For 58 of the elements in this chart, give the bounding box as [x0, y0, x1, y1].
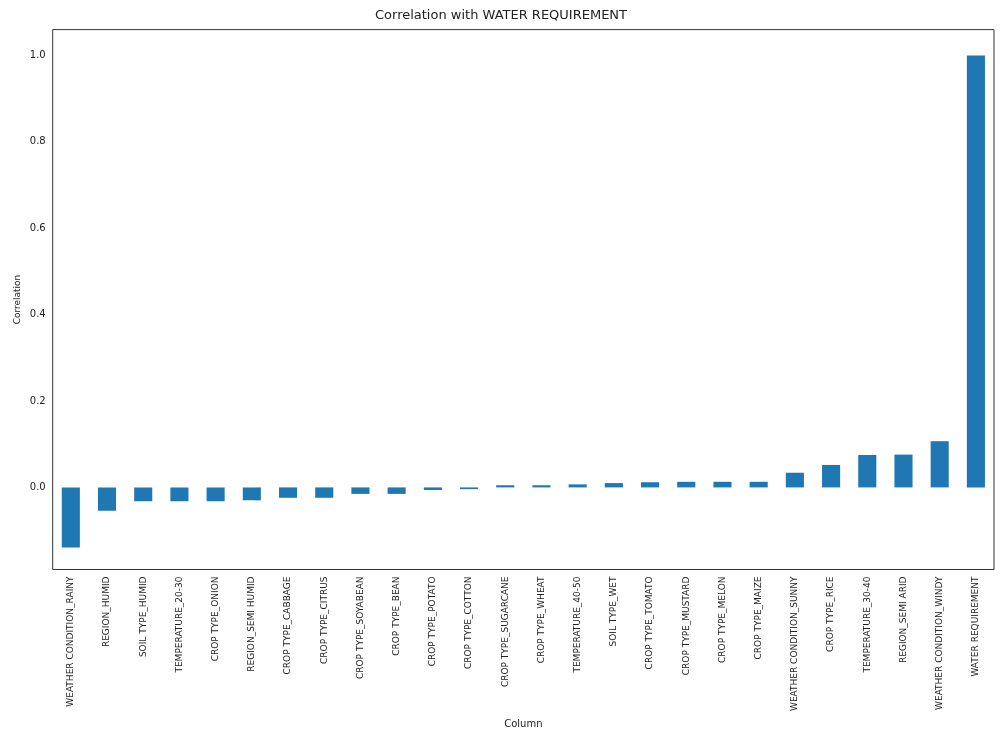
y-axis-title: Correlation — [11, 274, 22, 325]
bar — [568, 484, 587, 488]
bar — [496, 485, 515, 488]
x-tick-label: REGION_HUMID — [101, 576, 112, 648]
bar — [822, 464, 841, 488]
bar — [930, 441, 949, 488]
bar — [315, 487, 334, 498]
x-tick-label: TEMPERATURE_30-40 — [861, 576, 872, 674]
x-tick-label: CROP TYPE_CITRUS — [318, 576, 329, 664]
x-tick-label: WEATHER CONDITION_RAINY — [65, 575, 76, 707]
x-tick-label: CROP TYPE_SOYABEAN — [354, 576, 365, 680]
x-tick-label: CROP TYPE_SUGARCANE — [499, 576, 510, 688]
bar — [242, 487, 261, 501]
x-tick-label: CROP TYPE_CABBAGE — [282, 576, 293, 675]
x-tick-label: TEMPERATURE_40-50 — [572, 576, 582, 674]
x-tick-label: CROP TYPE_POTATO — [427, 576, 438, 667]
x-tick-label: CROP TYPE_ONION — [209, 576, 220, 662]
x-tick-label: CROP TYPE_COTTON — [463, 576, 474, 670]
bar — [170, 487, 189, 502]
y-tick-label: 0.0 — [29, 481, 46, 493]
y-tick-label: 0.2 — [29, 394, 46, 406]
bar — [858, 455, 877, 488]
x-tick-label: CROP TYPE_RICE — [825, 576, 836, 652]
bar — [351, 487, 370, 494]
y-tick-label: 1.0 — [29, 49, 46, 61]
x-axis-title: Column — [504, 717, 543, 729]
x-tick-label: TEMPERATURE_20-30 — [173, 576, 184, 674]
y-tick-label: 0.6 — [29, 221, 46, 233]
bar — [532, 485, 551, 488]
x-tick-label: CROP TYPE_BEAN — [390, 576, 401, 656]
x-tick-label: WATER REQUIREMENT — [970, 575, 981, 677]
bar — [206, 487, 225, 502]
x-tick-label: WEATHER CONDITION_WINDY — [934, 575, 945, 710]
bar — [966, 55, 985, 488]
x-tick-label: REGION_SEMI ARID — [897, 576, 908, 664]
x-tick-label: CROP TYPE_WHEAT — [535, 575, 546, 664]
bar — [61, 487, 80, 548]
bar — [134, 487, 153, 502]
x-tick-label: CROP TYPE_TOMATO — [644, 576, 655, 670]
bar — [387, 487, 406, 494]
bar — [97, 487, 117, 511]
x-tick-label: WEATHER CONDITION_SUNNY — [789, 575, 800, 712]
x-tick-label: REGION_SEMI HUMID — [246, 576, 257, 672]
bar — [713, 481, 732, 488]
bar — [894, 454, 913, 488]
chart-title: Correlation with WATER REQUIREMENT — [374, 7, 628, 23]
bar — [785, 472, 804, 488]
x-tick-label: CROP TYPE_MELON — [716, 576, 727, 663]
bar — [641, 482, 660, 488]
bar — [604, 483, 623, 488]
y-tick-label: 0.8 — [29, 135, 46, 147]
bar — [278, 487, 298, 498]
bar — [423, 487, 442, 491]
x-tick-label: SOIL TYPE_WET — [608, 575, 619, 647]
x-tick-label: CROP TYPE_MAIZE — [753, 576, 764, 660]
y-tick-label: 0.4 — [29, 308, 46, 320]
x-tick-label: CROP TYPE_MUSTARD — [680, 576, 691, 676]
x-tick-label: SOIL TYPE_HUMID — [137, 576, 148, 658]
